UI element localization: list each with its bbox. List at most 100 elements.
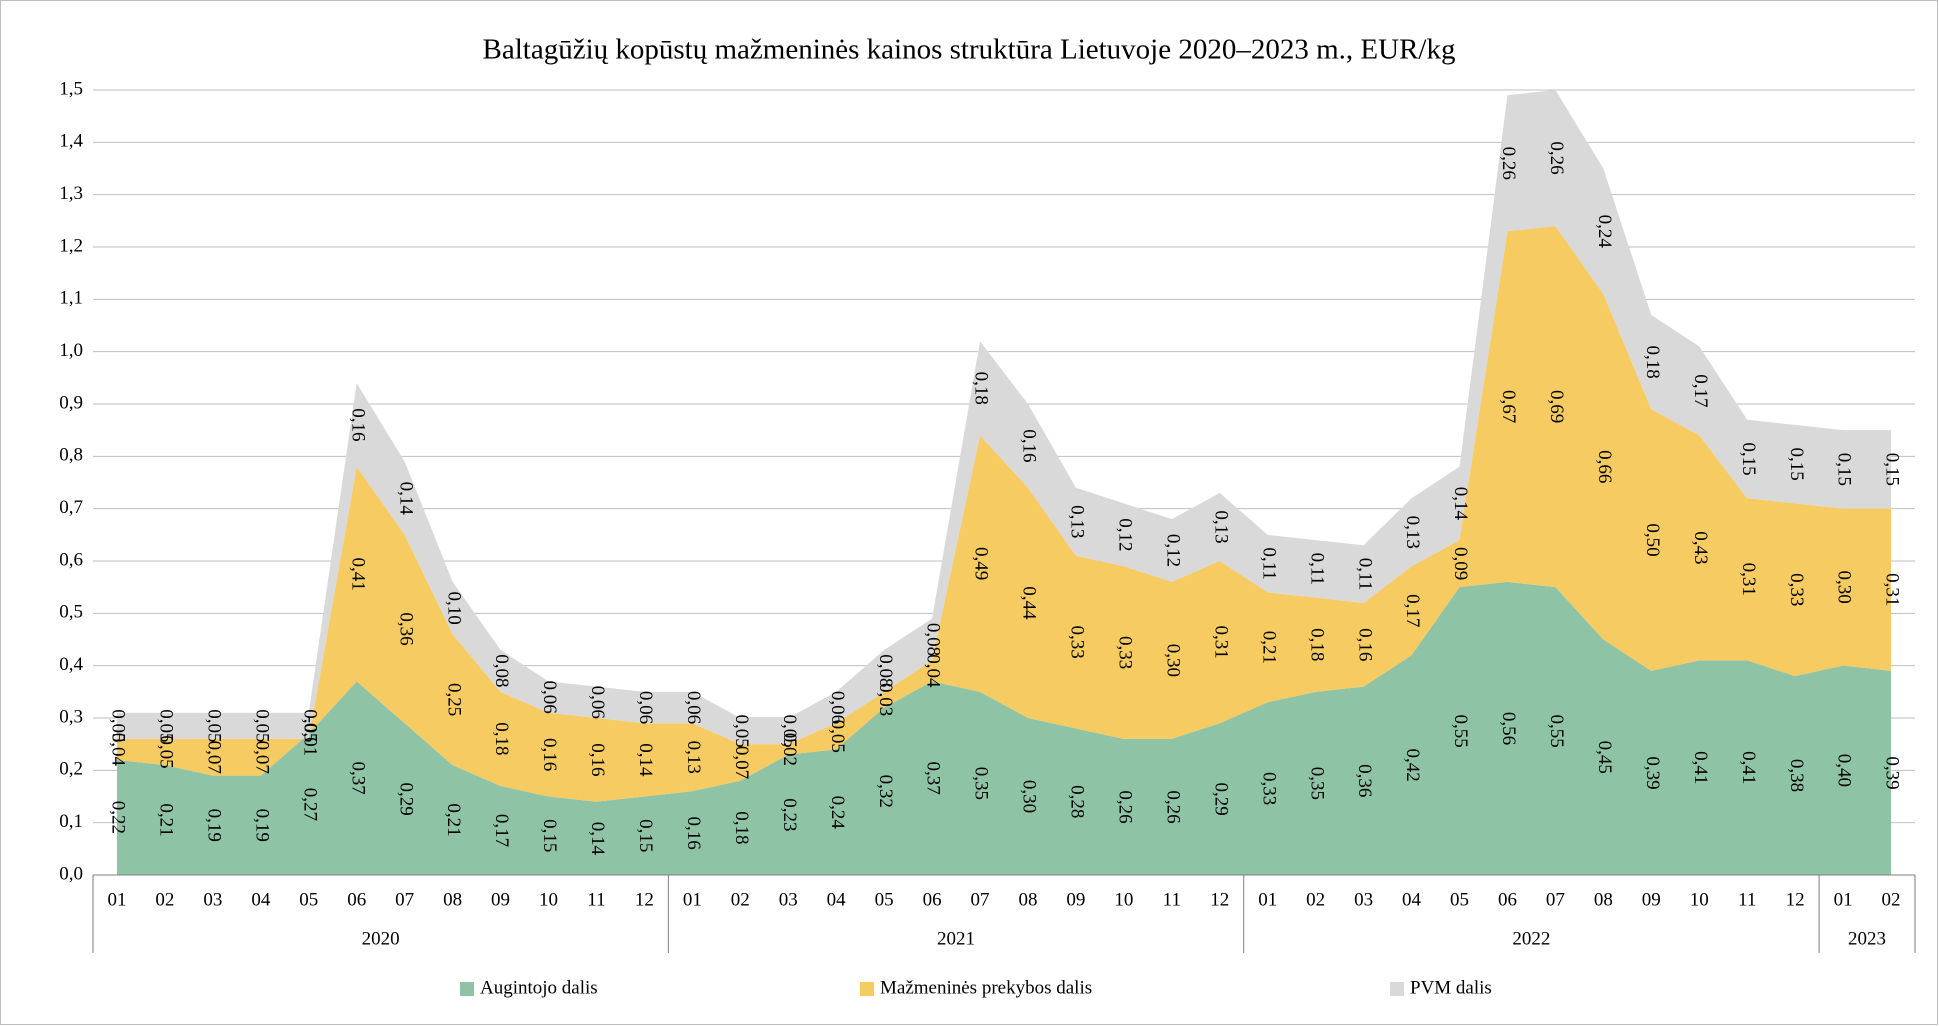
x-tick-label: 08 — [1018, 889, 1037, 910]
data-label: 0,05 — [108, 709, 129, 742]
data-label: 0,33 — [1067, 625, 1088, 658]
x-tick-label: 04 — [827, 889, 847, 910]
x-tick-label: 03 — [203, 889, 222, 910]
data-label: 0,25 — [443, 683, 464, 716]
legend-swatch — [460, 982, 474, 996]
data-label: 0,05 — [299, 709, 320, 742]
data-label: 0,05 — [204, 709, 225, 742]
data-label: 0,13 — [1210, 510, 1231, 543]
data-label: 0,40 — [1834, 754, 1855, 787]
data-label: 0,36 — [395, 612, 416, 645]
data-label: 0,37 — [923, 762, 944, 795]
data-label: 0,16 — [683, 817, 704, 850]
x-tick-label: 02 — [731, 889, 750, 910]
x-group-label: 2021 — [937, 928, 975, 949]
y-tick-label: 0,7 — [59, 497, 83, 518]
x-tick-label: 10 — [539, 889, 558, 910]
area — [116, 226, 1892, 802]
data-label: 0,16 — [539, 738, 560, 771]
x-tick-label: 06 — [1498, 889, 1517, 910]
y-tick-label: 0,1 — [59, 811, 83, 832]
x-tick-label: 08 — [1594, 889, 1613, 910]
data-label: 0,08 — [923, 623, 944, 656]
data-label: 0,38 — [1786, 759, 1807, 792]
x-tick-label: 05 — [875, 889, 894, 910]
area — [116, 90, 1892, 745]
data-label: 0,30 — [1162, 644, 1183, 677]
data-label: 0,69 — [1546, 390, 1567, 423]
x-tick-label: 05 — [299, 889, 318, 910]
data-label: 0,18 — [1306, 628, 1327, 661]
data-label: 0,08 — [491, 654, 512, 687]
data-label: 0,19 — [251, 809, 272, 842]
y-tick-label: 0,5 — [59, 602, 83, 623]
data-label: 0,05 — [779, 714, 800, 747]
data-label: 0,06 — [827, 691, 848, 724]
data-label: 0,06 — [587, 686, 608, 719]
data-label: 0,15 — [1786, 448, 1807, 481]
data-label: 0,26 — [1498, 147, 1519, 180]
data-label: 0,16 — [347, 408, 368, 441]
data-label: 0,04 — [108, 733, 129, 767]
chart-title: Baltagūžių kopūstų mažmeninės kainos str… — [483, 34, 1456, 66]
data-label: 0,06 — [635, 691, 656, 724]
data-label: 0,14 — [395, 482, 416, 516]
data-label: 0,07 — [204, 741, 225, 774]
y-tick-label: 1,4 — [59, 131, 83, 152]
y-tick-label: 0,8 — [59, 445, 83, 466]
y-tick-label: 1,1 — [59, 288, 83, 309]
x-tick-label: 03 — [1354, 889, 1373, 910]
x-tick-label: 09 — [1642, 889, 1661, 910]
data-label: 0,06 — [683, 691, 704, 724]
x-tick-label: 10 — [1690, 889, 1709, 910]
x-tick-label: 11 — [1738, 889, 1756, 910]
data-label: 0,13 — [1402, 516, 1423, 549]
legend-label: Mažmeninės prekybos dalis — [880, 977, 1092, 998]
data-label: 0,23 — [779, 798, 800, 831]
data-label: 0,14 — [635, 743, 656, 777]
x-tick-label: 04 — [251, 889, 271, 910]
data-label: 0,55 — [1546, 714, 1567, 747]
y-tick-label: 0,9 — [59, 392, 83, 413]
data-label: -0,01 — [299, 717, 320, 757]
legend-swatch — [1390, 982, 1404, 996]
data-label: 0,15 — [635, 819, 656, 852]
data-label: 0,41 — [1690, 751, 1711, 784]
data-label: 0,44 — [1019, 586, 1040, 620]
x-tick-label: 07 — [395, 889, 414, 910]
data-label: 0,31 — [1738, 563, 1759, 596]
data-label: 0,05 — [827, 720, 848, 753]
x-tick-label: 06 — [923, 889, 942, 910]
data-label: 0,18 — [971, 372, 992, 405]
data-label: 0,66 — [1594, 450, 1615, 483]
data-label: 0,41 — [1738, 751, 1759, 784]
data-label: 0,18 — [1642, 346, 1663, 379]
data-label: 0,29 — [1210, 782, 1231, 815]
y-tick-label: 0,4 — [59, 654, 83, 675]
x-tick-label: 06 — [347, 889, 366, 910]
x-tick-label: 01 — [683, 889, 702, 910]
y-tick-label: 1,3 — [59, 183, 83, 204]
data-label: 0,03 — [875, 683, 896, 716]
data-label: 0,55 — [1450, 714, 1471, 747]
x-tick-label: 12 — [1210, 889, 1229, 910]
data-label: 0,67 — [1498, 390, 1519, 423]
data-label: 0,11 — [1306, 553, 1327, 586]
data-label: 0,13 — [683, 741, 704, 774]
data-label: 0,05 — [731, 714, 752, 747]
x-tick-label: 09 — [491, 889, 510, 910]
data-label: 0,13 — [1067, 505, 1088, 538]
data-label: 0,21 — [1258, 631, 1279, 664]
x-tick-label: 07 — [1546, 889, 1565, 910]
data-label: 0,56 — [1498, 712, 1519, 745]
legend-label: Augintojo dalis — [480, 977, 598, 998]
x-tick-label: 11 — [587, 889, 605, 910]
data-label: 0,11 — [1258, 547, 1279, 580]
data-label: 0,39 — [1642, 756, 1663, 789]
y-tick-label: 0,3 — [59, 706, 83, 727]
data-label: 0,19 — [204, 809, 225, 842]
data-label: 0,12 — [1162, 534, 1183, 567]
data-label: 0,26 — [1546, 141, 1567, 174]
data-label: 0,32 — [875, 775, 896, 808]
